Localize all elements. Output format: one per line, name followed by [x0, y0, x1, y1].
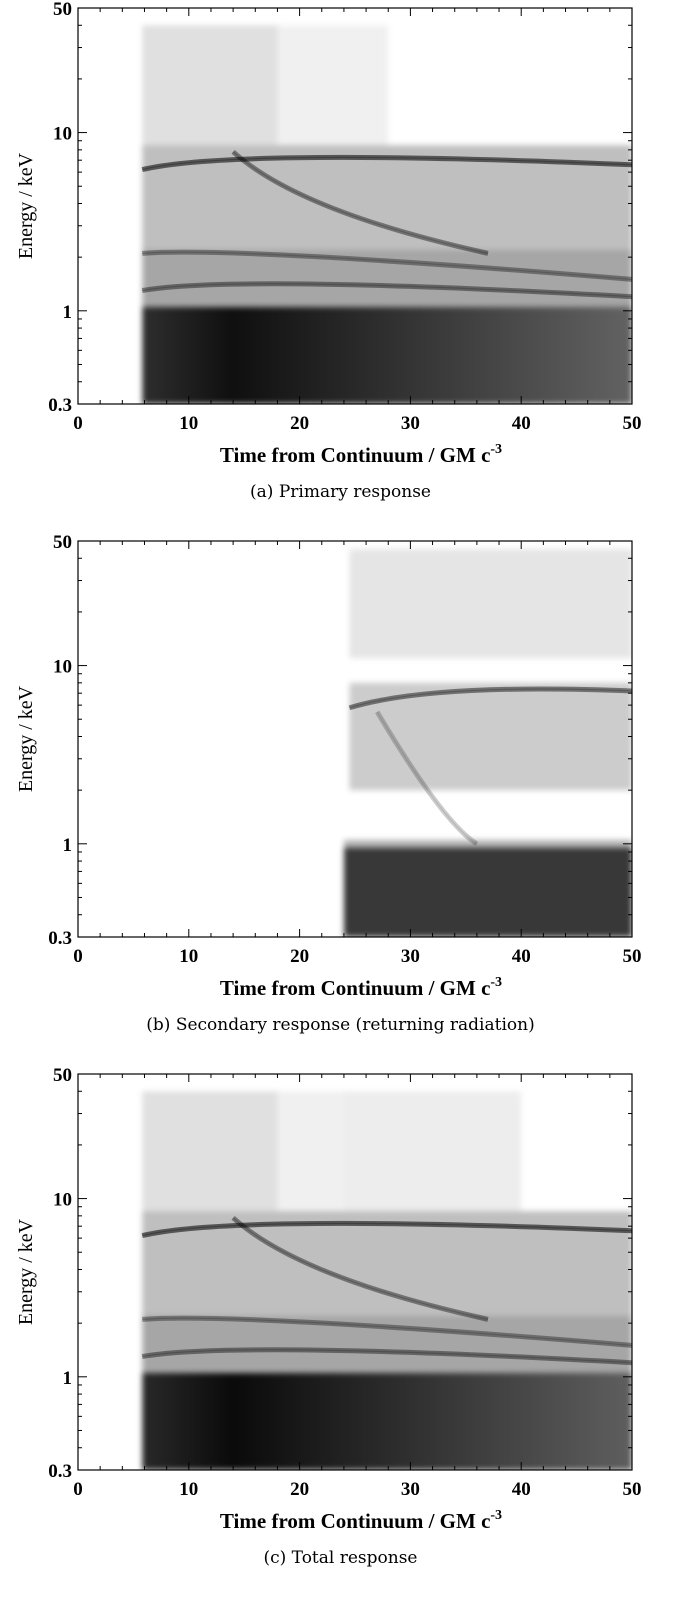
- heatmap-ridge: [141, 154, 632, 173]
- heatmap-ridge: [231, 149, 489, 256]
- heatmap-ridge-edge: [142, 1349, 632, 1364]
- y-tick-label: 1: [63, 302, 73, 323]
- secondary-response-panel: (b) Secondary response (returning radiat…: [0, 533, 681, 1053]
- x-axis-title-sup: -3: [490, 442, 502, 457]
- y-axis-title: Energy / keV: [15, 152, 37, 259]
- x-tick-label: 50: [623, 1479, 642, 1500]
- x-tick-label: 30: [401, 413, 420, 434]
- heatmap-band: [277, 1091, 344, 1212]
- chart-svg: 0 10 20 30 40 50 0.3 1 10 50 Time from Continuum /…: [15, 1066, 642, 1533]
- plot-frame: [77, 1073, 633, 1471]
- heatmap-band: [343, 847, 632, 937]
- heatmap-ridge: [375, 710, 479, 846]
- heatmap-ridge-edge: [142, 283, 632, 298]
- x-tick-label: 30: [401, 1479, 420, 1500]
- y-tick-label: 50: [53, 1066, 72, 1086]
- y-tick-label: 0.3: [48, 395, 72, 416]
- plot-frame: [77, 540, 633, 938]
- x-tick-label: 10: [179, 1479, 198, 1500]
- x-tick-label: 0: [73, 1479, 83, 1500]
- x-axis-title: Time from Continuum / GM c-3: [220, 975, 502, 1000]
- chart-caption: (a) Primary response: [250, 482, 431, 502]
- chart-svg: 0 10 20 30 40 50 0.3 1 10 50 Time from Continuum /…: [15, 0, 642, 467]
- heatmap-band: [142, 249, 632, 308]
- x-tick-label: 10: [179, 413, 198, 434]
- heatmap-ridge: [348, 686, 632, 711]
- y-tick-label: 10: [53, 1190, 72, 1211]
- heatmap-band: [142, 307, 632, 404]
- y-axis-title: Energy / keV: [15, 685, 37, 792]
- x-tick-label: 40: [512, 413, 531, 434]
- y-tick-label: 50: [53, 533, 72, 553]
- x-tick-label: 20: [290, 1479, 309, 1500]
- x-tick-label: 20: [290, 413, 309, 434]
- x-axis-title: Time from Continuum / GM c-3: [220, 1508, 502, 1533]
- plot-frame: [77, 7, 633, 405]
- heatmap-band: [142, 1373, 632, 1470]
- x-tick-label: 20: [290, 946, 309, 967]
- heatmap-band: [142, 1091, 278, 1212]
- heatmap-band: [142, 1315, 632, 1374]
- x-tick-label: 50: [623, 413, 642, 434]
- heatmap-ridge-edge: [142, 156, 632, 171]
- heatmap-ridge-edge: [142, 1222, 632, 1237]
- heatmap-ridge-edge: [232, 1217, 489, 1320]
- heatmap-layer: [141, 1091, 632, 1470]
- y-tick-label: 1: [63, 1368, 73, 1389]
- heatmap-band: [142, 25, 278, 146]
- total-response-panel: (c) Total response 0 10 20 30 40 50 0.3 1 10 50 Ti…: [0, 1066, 681, 1586]
- heatmap-ridge: [141, 281, 632, 300]
- x-tick-label: 30: [401, 946, 420, 967]
- heatmap-layer: [141, 25, 632, 404]
- heatmap-band: [343, 1091, 522, 1212]
- x-tick-label: 10: [179, 946, 198, 967]
- heatmap-band: [277, 25, 389, 146]
- heatmap-ridge-edge: [142, 1317, 632, 1347]
- y-tick-label: 10: [53, 124, 72, 145]
- y-tick-label: 50: [53, 0, 72, 20]
- heatmap-ridge-edge: [349, 688, 632, 709]
- heatmap-ridge: [231, 1215, 489, 1322]
- y-tick-label: 0.3: [48, 928, 72, 949]
- heatmap-ridge: [141, 1220, 632, 1239]
- chart-caption: (c) Total response: [263, 1548, 418, 1568]
- heatmap-ridge: [142, 249, 632, 282]
- y-tick-label: 10: [53, 657, 72, 678]
- x-axis-title-sup: -3: [490, 1508, 502, 1523]
- x-axis-title: Time from Continuum / GM c-3: [220, 442, 502, 467]
- x-tick-label: 40: [512, 1479, 531, 1500]
- x-tick-label: 40: [512, 946, 531, 967]
- primary-response-panel: (a) Primary response 0 10 20 30 40 50 0.3 1 10 50…: [0, 0, 681, 520]
- x-tick-label: 0: [73, 413, 83, 434]
- x-tick-label: 0: [73, 946, 83, 967]
- y-axis-title: Energy / keV: [15, 1218, 37, 1325]
- heatmap-ridge-edge: [232, 151, 489, 254]
- heatmap-band: [349, 549, 632, 659]
- heatmap-ridge-edge: [376, 711, 478, 845]
- heatmap-band: [343, 840, 632, 848]
- heatmap-layer: [343, 549, 632, 937]
- heatmap-ridge: [142, 1315, 632, 1348]
- chart-svg: 0 10 20 30 40 50 0.3 1 10 50 Time from Continuum /…: [15, 533, 642, 1000]
- x-tick-label: 50: [623, 946, 642, 967]
- heatmap-band: [349, 682, 632, 791]
- y-tick-label: 0.3: [48, 1461, 72, 1482]
- y-tick-label: 1: [63, 835, 73, 856]
- heatmap-ridge-edge: [142, 251, 632, 281]
- heatmap-ridge: [141, 1347, 632, 1366]
- x-axis-title-sup: -3: [490, 975, 502, 990]
- chart-caption: (b) Secondary response (returning radiat…: [146, 1015, 535, 1035]
